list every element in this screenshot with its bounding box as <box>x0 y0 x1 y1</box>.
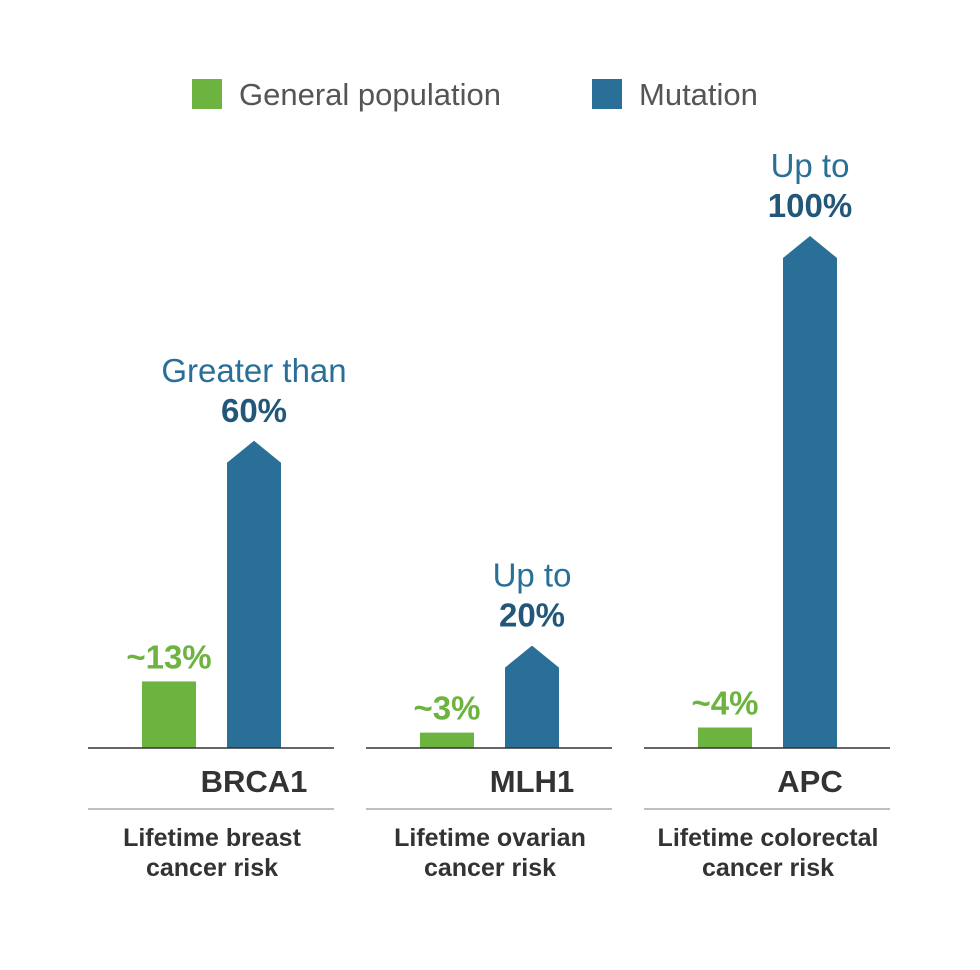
category-description: Lifetime colorectal <box>658 824 879 852</box>
category-label: APC <box>777 764 842 799</box>
category-description: Lifetime ovarian <box>394 824 586 852</box>
data-label-mutation: 20% <box>499 597 565 634</box>
bar-general-population <box>420 732 474 748</box>
data-label-general-population: ~13% <box>126 638 211 675</box>
legend-swatch <box>592 79 622 109</box>
bar-mutation <box>227 440 281 748</box>
data-label-mutation-prefix: Greater than <box>161 352 346 389</box>
bar-general-population <box>698 727 752 748</box>
data-label-mutation-prefix: Up to <box>771 147 850 184</box>
legend-label: Mutation <box>639 77 758 112</box>
data-label-mutation: 60% <box>221 392 287 429</box>
category-label: BRCA1 <box>201 764 308 799</box>
legend-swatch <box>192 79 222 109</box>
bar-mutation <box>505 645 559 748</box>
data-label-general-population: ~3% <box>414 690 481 727</box>
legend-label: General population <box>239 77 501 112</box>
legend: General population Mutation <box>192 77 758 112</box>
category-description: cancer risk <box>146 854 278 882</box>
data-label-general-population: ~4% <box>692 685 759 722</box>
data-label-mutation: 100% <box>768 187 852 224</box>
category-label: MLH1 <box>490 764 574 799</box>
data-label-mutation-prefix: Up to <box>493 557 572 594</box>
category-description: cancer risk <box>702 854 834 882</box>
bar-general-population <box>142 681 196 748</box>
category-description: cancer risk <box>424 854 556 882</box>
bar-mutation <box>783 236 837 748</box>
category-description: Lifetime breast <box>123 824 302 852</box>
